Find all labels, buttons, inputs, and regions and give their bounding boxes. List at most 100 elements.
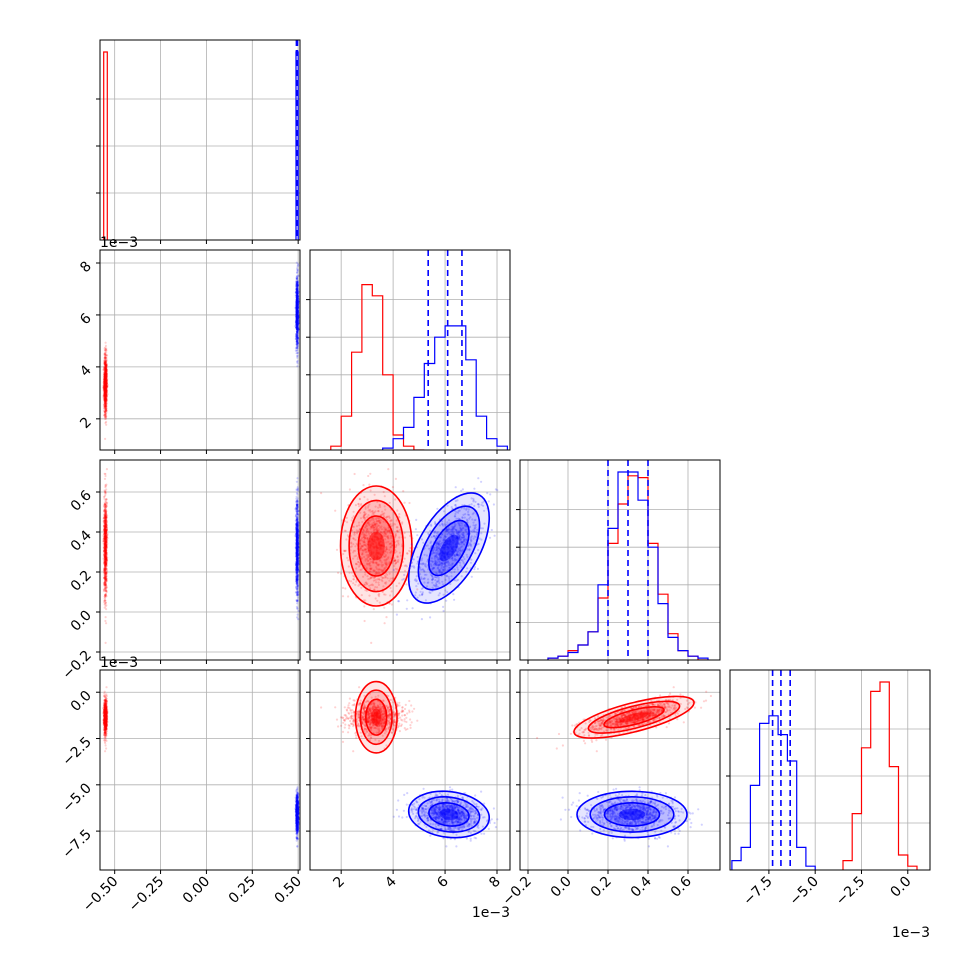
red-sample-point [103, 362, 106, 365]
red-sample-point [104, 349, 107, 352]
red-sample-point [104, 371, 107, 374]
blue-sample-point [296, 323, 299, 326]
blue-sample-point [295, 334, 298, 337]
red-sample-point [103, 525, 106, 528]
red-sample-point [105, 399, 108, 402]
red-sample-point [104, 380, 107, 383]
red-sample-point [105, 562, 108, 565]
red-sample-point [103, 378, 106, 381]
red-sample-point [104, 576, 107, 579]
blue-sample-point [296, 354, 299, 357]
red-sample-point [104, 357, 107, 360]
blue-sample-point [296, 326, 299, 329]
red-sample-point [103, 572, 107, 575]
red-sample-point [105, 555, 108, 558]
blue-sample-point [296, 295, 299, 298]
blue-sample-point [295, 311, 298, 314]
red-sample-point [103, 515, 107, 518]
red-sample-point [104, 392, 107, 395]
red-sample-point [104, 555, 107, 558]
blue-sample-point [296, 313, 299, 316]
red-sample-point [104, 367, 107, 370]
red-sample-point [104, 541, 107, 545]
red-sample-point [104, 341, 107, 344]
red-sample-point [104, 391, 107, 394]
red-sample-point [105, 541, 108, 544]
red-sample-point [104, 556, 107, 559]
red-sample-point [105, 595, 108, 598]
red-sample-point [104, 528, 107, 531]
blue-sample-point [295, 317, 298, 320]
blue-sample-point [296, 342, 299, 345]
blue-sample-point [296, 301, 299, 304]
red-sample-point [104, 395, 107, 398]
red-sample-point [103, 570, 107, 573]
blue-sample-point [295, 301, 299, 305]
blue-sample-point [296, 299, 299, 302]
blue-sample-point [295, 320, 299, 323]
red-sample-point [102, 409, 106, 412]
red-sample-point [104, 550, 108, 553]
red-sample-point [103, 378, 106, 381]
blue-sample-point [296, 296, 299, 299]
red-sample-point [104, 408, 107, 411]
red-sample-point [105, 488, 108, 491]
red-sample-point [104, 584, 107, 587]
blue-sample-point [296, 336, 299, 340]
blue-sample-point [297, 326, 300, 329]
red-sample-point [104, 381, 107, 385]
red-sample-point [105, 385, 108, 388]
blue-sample-point [295, 318, 298, 321]
blue-sample-point [295, 326, 298, 329]
red-sample-point [105, 379, 108, 382]
blue-sample-point [296, 310, 299, 313]
blue-histogram-1 [382, 325, 508, 450]
blue-sample-point [296, 299, 299, 302]
red-sample-point [104, 521, 108, 524]
blue-sample-point [295, 332, 298, 335]
red-sample-point [103, 373, 106, 376]
red-sample-point [103, 552, 106, 555]
red-sample-point [103, 532, 106, 535]
red-sample-point [105, 586, 108, 590]
red-sample-point [104, 520, 107, 523]
blue-sample-point [296, 315, 299, 318]
blue-sample-point [296, 299, 299, 302]
red-sample-point [104, 530, 107, 533]
red-sample-point [103, 384, 107, 388]
red-sample-point [103, 531, 106, 534]
red-sample-point [104, 544, 107, 547]
red-sample-point [103, 521, 106, 524]
blue-sample-point [296, 342, 299, 345]
red-sample-point [104, 402, 107, 405]
red-sample-point [104, 542, 107, 545]
blue-sample-point [296, 336, 299, 339]
blue-sample-point [296, 323, 299, 326]
red-sample-point [105, 373, 108, 376]
red-sample-point [104, 388, 108, 391]
red-sample-point [105, 400, 108, 403]
red-sample-point [103, 385, 106, 388]
red-sample-point [104, 581, 107, 584]
red-sample-point [104, 543, 107, 546]
red-sample-point [104, 381, 107, 384]
blue-sample-point [296, 322, 299, 326]
red-sample-point [103, 547, 106, 550]
blue-sample-point [295, 307, 299, 310]
red-sample-point [104, 540, 108, 543]
red-sample-point [103, 520, 106, 524]
red-sample-point [103, 368, 106, 371]
blue-sample-point [296, 311, 299, 314]
blue-sample-point [295, 296, 298, 299]
red-sample-point [104, 536, 107, 539]
blue-sample-point [296, 538, 299, 541]
red-sample-point [104, 377, 107, 380]
red-sample-point [104, 578, 108, 581]
blue-sample-point [296, 292, 299, 295]
blue-sample-point [295, 290, 298, 294]
blue-sample-point [416, 534, 419, 537]
blue-sample-point [296, 317, 299, 320]
red-sample-point [104, 364, 107, 367]
blue-sample-point [296, 319, 299, 322]
red-sample-point [104, 551, 107, 554]
